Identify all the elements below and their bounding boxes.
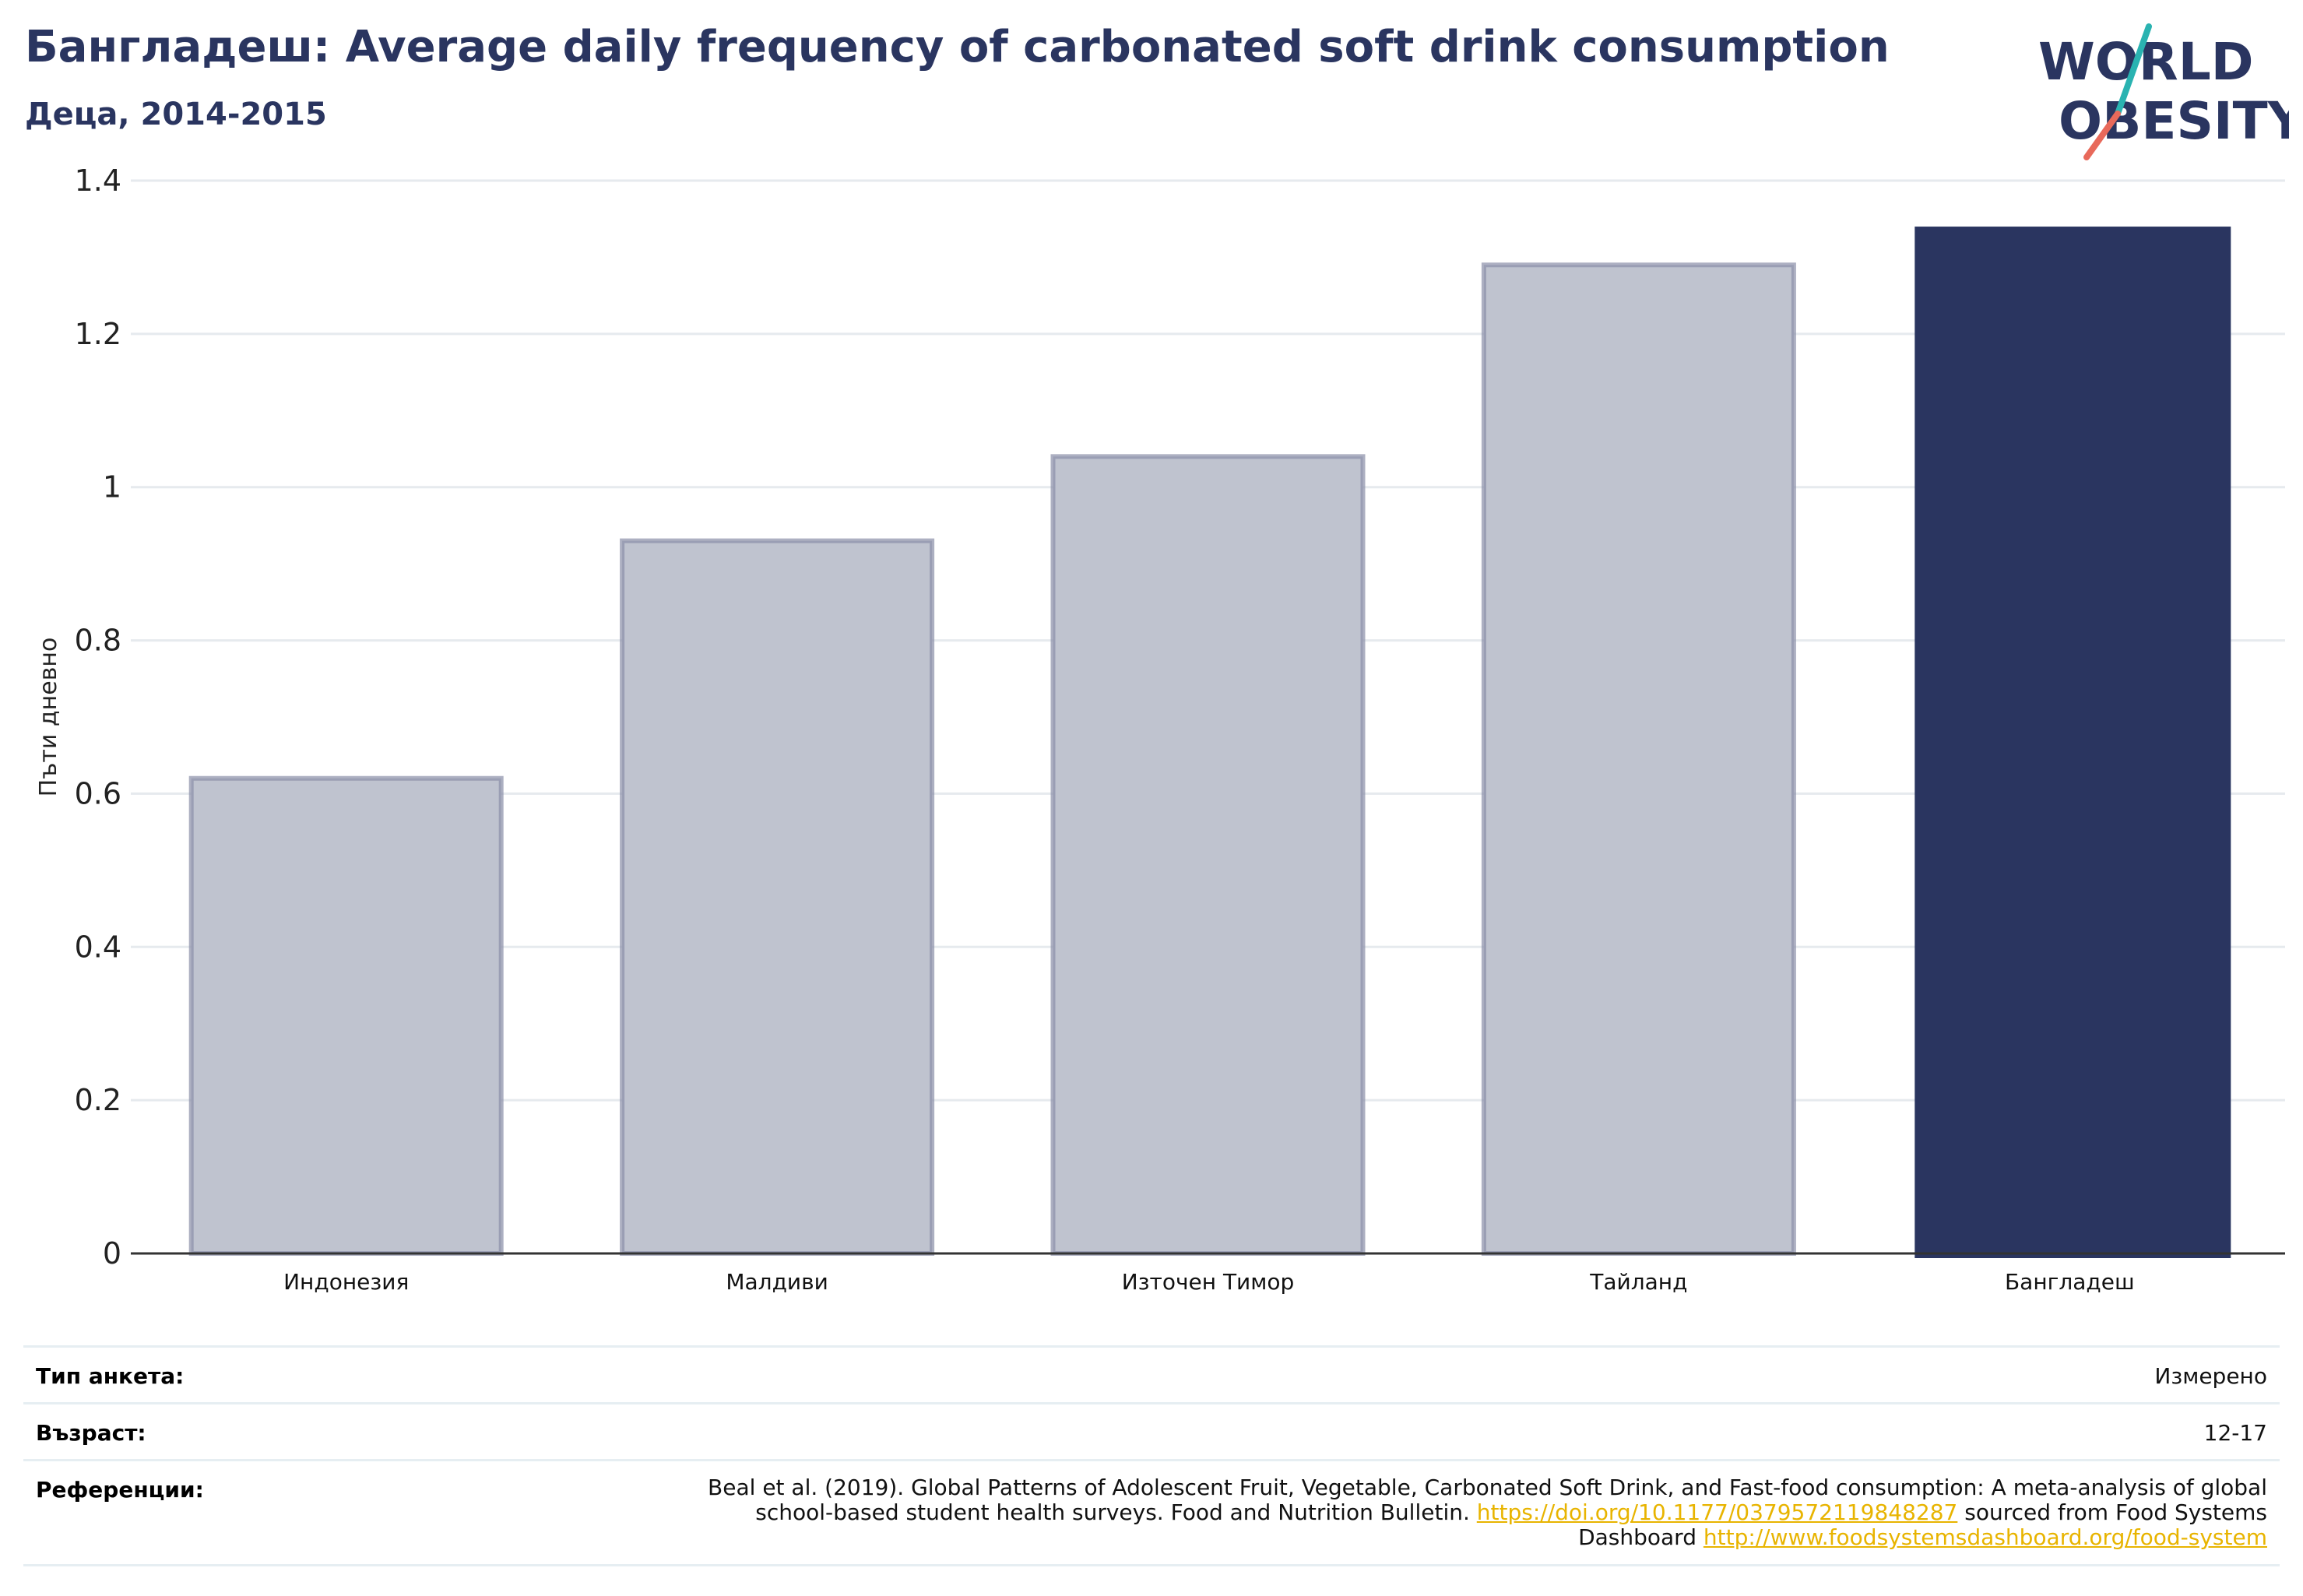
reference-citation: Beal et al. (2019). Global Patterns of A… xyxy=(708,1475,2267,1525)
y-tick-label-6: 1.2 xyxy=(75,317,121,351)
chart-title: Бангладеш: Average daily frequency of ca… xyxy=(25,22,1890,72)
info-row-survey: Тип анкета: Измерено xyxy=(23,1345,2280,1402)
bar-chart: 0 0.2 0.4 0.6 0.8 1 1.2 1.4 Индонезия Малдиви Изто… xyxy=(35,163,2285,1295)
age-value: 12-17 xyxy=(2203,1420,2267,1446)
age-label: Възраст: xyxy=(36,1420,146,1446)
bar-0 xyxy=(188,775,504,1256)
info-row-age: Възраст: 12-17 xyxy=(23,1402,2280,1459)
survey-type-value: Измерено xyxy=(2154,1363,2267,1389)
logo-slash-teal xyxy=(2115,23,2152,117)
x-tick-label-4: Бангладеш xyxy=(2005,1269,2135,1295)
references-text: Beal et al. (2019). Global Patterns of A… xyxy=(648,1475,2267,1550)
references-label: Референции: xyxy=(36,1477,204,1503)
info-table: Тип анкета: Измерено Възраст: 12-17 Рефе… xyxy=(23,1345,2280,1566)
bar-3 xyxy=(1481,262,1796,1256)
y-tick-label-7: 1.4 xyxy=(75,163,121,198)
y-tick-label-5: 1 xyxy=(103,470,121,504)
chart-subtitle: Деца, 2014-2015 xyxy=(25,97,327,132)
y-axis-label: Пъти дневно xyxy=(35,638,62,797)
y-tick-label-1: 0.2 xyxy=(75,1083,121,1117)
x-tick-label-3: Тайланд xyxy=(1589,1269,1687,1295)
y-tick-label-3: 0.6 xyxy=(75,776,121,810)
y-tick-label-2: 0.4 xyxy=(75,930,121,964)
world-obesity-logo: WORLD OBESITY xyxy=(2024,16,2289,163)
reference-source: sourced from Food Systems Dashboard xyxy=(1578,1499,2267,1550)
bar-4 xyxy=(1914,227,2231,1258)
reference-doi-link[interactable]: https://doi.org/10.1177/0379572119848287 xyxy=(1476,1499,1958,1525)
bar-2 xyxy=(1050,454,1366,1256)
bar-chart-svg: 0 0.2 0.4 0.6 0.8 1 1.2 1.4 Индонезия Малдиви Изто… xyxy=(35,163,2285,1295)
survey-type-label: Тип анкета: xyxy=(36,1363,185,1389)
logo-slash-coral xyxy=(2083,111,2121,160)
logo-graphic: WORLD OBESITY xyxy=(2038,23,2289,160)
x-tick-label-2: Източен Тимор xyxy=(1122,1269,1295,1295)
bar-1 xyxy=(620,538,935,1256)
x-tick-label-0: Индонезия xyxy=(283,1269,409,1295)
y-tick-label-4: 0.8 xyxy=(75,624,121,658)
info-row-references: Референции: Beal et al. (2019). Global P… xyxy=(23,1459,2280,1566)
x-tick-label-1: Малдиви xyxy=(726,1269,828,1295)
reference-dashboard-link[interactable]: http://www.foodsystemsdashboard.org/food… xyxy=(1703,1524,2267,1550)
y-tick-label-0: 0 xyxy=(103,1236,121,1271)
